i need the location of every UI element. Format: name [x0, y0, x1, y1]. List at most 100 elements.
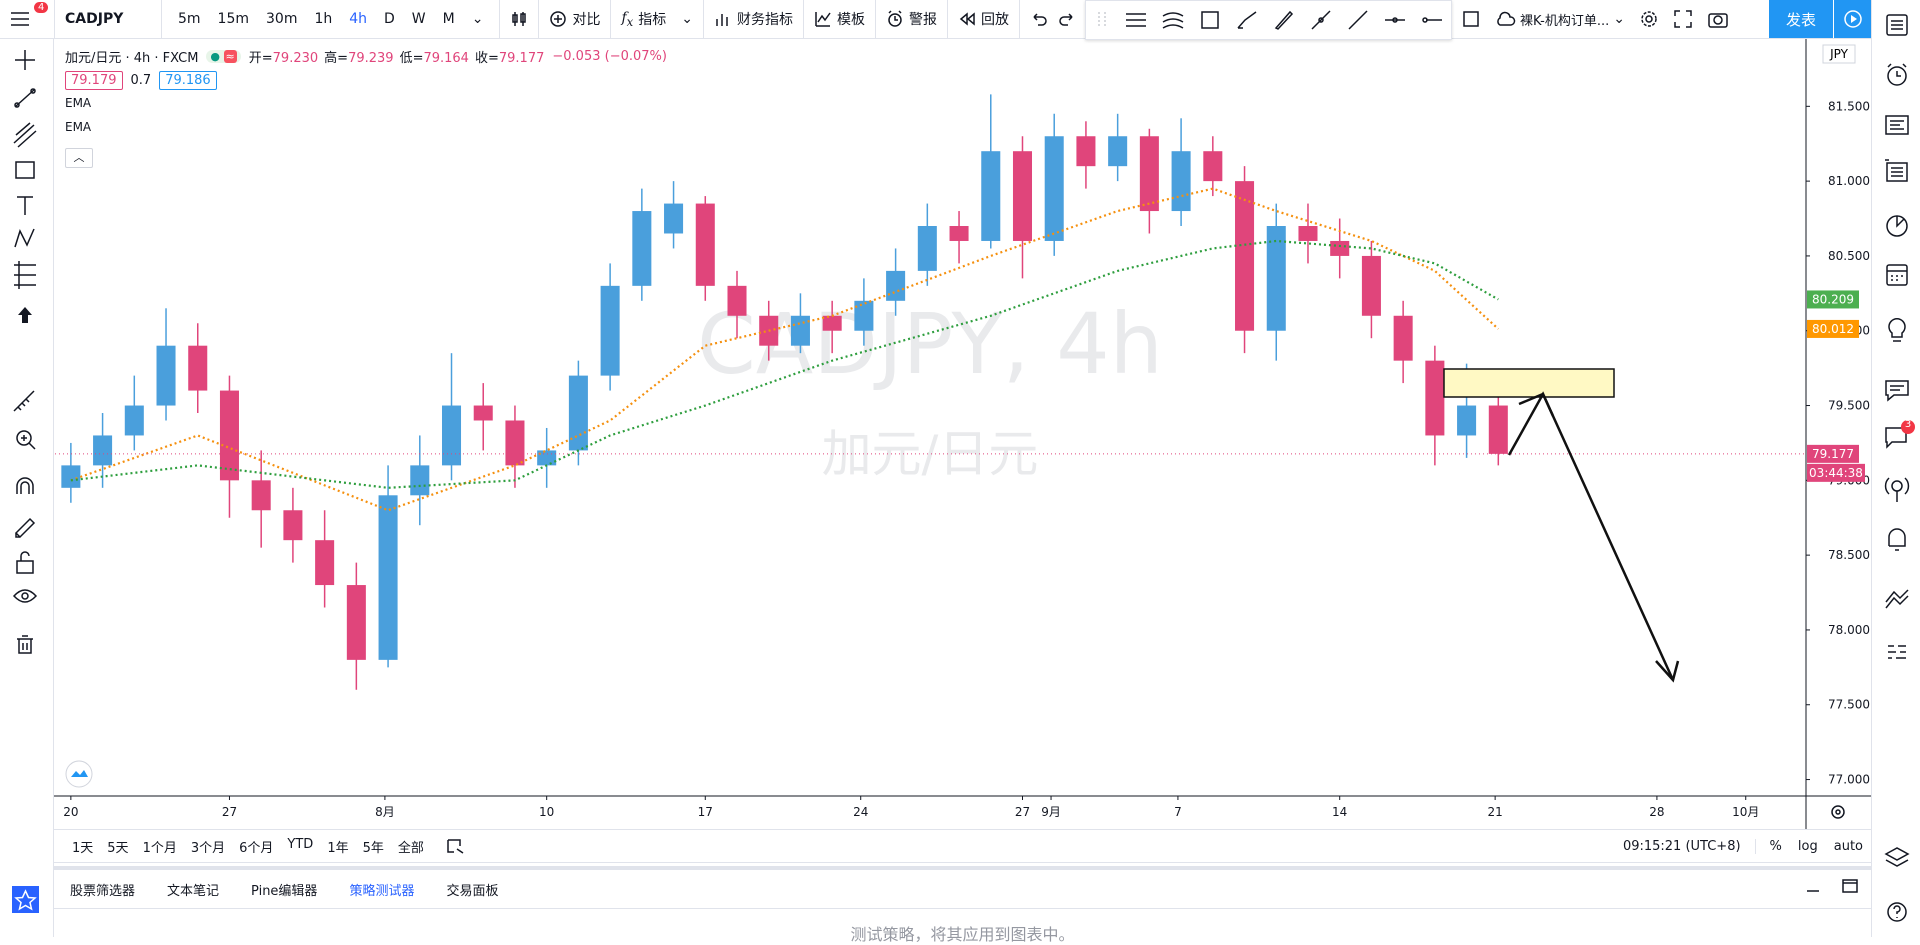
panel-tab[interactable]: 文本笔记 [167, 883, 220, 899]
visibility-tool[interactable] [12, 589, 38, 603]
goto-date[interactable] [445, 837, 465, 855]
fullscreen-button[interactable] [1673, 9, 1693, 29]
pattern-tool[interactable] [14, 228, 35, 248]
watchlist-icon[interactable] [1886, 14, 1908, 36]
drag-handle[interactable] [1093, 8, 1111, 32]
tool-horizontal[interactable] [1383, 8, 1407, 32]
dom-icon[interactable] [1888, 645, 1906, 659]
range[interactable]: 5天 [107, 840, 129, 856]
settings-button[interactable] [1639, 9, 1659, 29]
range[interactable]: 3个月 [190, 840, 226, 856]
zone-rectangle[interactable] [1443, 368, 1615, 398]
scale-option[interactable]: auto [1833, 838, 1863, 854]
draw-lock[interactable] [14, 517, 36, 539]
layers-icon[interactable] [1884, 847, 1910, 867]
trash-tool[interactable] [17, 635, 33, 654]
crosshair-tool[interactable] [15, 50, 35, 70]
replay-button[interactable]: 回放 [948, 0, 1020, 38]
icon-tool[interactable] [18, 307, 32, 323]
tool-trendline[interactable] [1346, 8, 1370, 32]
interval[interactable]: 4h [349, 11, 368, 27]
help-icon[interactable] [1887, 902, 1907, 922]
maximize-panel[interactable] [1841, 878, 1859, 894]
templates-button[interactable]: 模板 [804, 0, 876, 38]
shape-tool[interactable] [15, 161, 35, 179]
interval[interactable]: D [384, 11, 395, 27]
ideas-icon[interactable] [1888, 318, 1906, 342]
panel-tab[interactable]: 策略测试器 [349, 883, 415, 899]
tool-brush[interactable] [1235, 8, 1259, 32]
tool-lines[interactable] [1124, 8, 1148, 32]
ohlc-label: 低= [399, 50, 424, 66]
compare-button[interactable]: 对比 [539, 0, 612, 38]
hotlist-icon[interactable] [1886, 215, 1908, 237]
currency-box[interactable] [1822, 44, 1856, 64]
status-icons[interactable]: ● ≈ [206, 49, 241, 63]
ask[interactable]: 79.186 [159, 70, 217, 90]
data-window-icon[interactable] [1885, 159, 1908, 182]
price-label-bg [1807, 319, 1859, 338]
text-tool[interactable] [17, 196, 33, 215]
arrow-head [1655, 660, 1680, 683]
layout-menu[interactable]: 裸K-机构订单... ⌄ [1494, 10, 1625, 29]
interval[interactable]: 1h [314, 11, 333, 27]
chat-icon[interactable] [1885, 380, 1909, 402]
panel-tab[interactable]: Pine编辑器 [251, 883, 318, 899]
calendar-icon[interactable] [1886, 264, 1908, 286]
snapshot-button[interactable] [1707, 9, 1729, 29]
zoom-tool[interactable] [16, 430, 36, 450]
lock-tool[interactable] [16, 551, 34, 574]
scale-option[interactable]: log [1797, 838, 1818, 854]
menu-button[interactable]: 4 [0, 0, 55, 38]
alert-button[interactable]: 警报 [876, 0, 948, 38]
interval[interactable]: 15m [217, 11, 249, 27]
range[interactable]: 6个月 [239, 840, 274, 856]
indicator: EMA [65, 96, 92, 110]
range[interactable]: 5年 [362, 840, 384, 856]
publish-button[interactable]: 发表 [1769, 0, 1833, 38]
play-button[interactable] [1834, 0, 1871, 38]
undo-redo[interactable] [1020, 0, 1087, 38]
news-icon[interactable] [1885, 115, 1909, 135]
square-tool[interactable] [1462, 10, 1480, 28]
prediction-tool[interactable] [14, 261, 36, 289]
minimize-panel[interactable] [1805, 878, 1821, 894]
tool-channel[interactable] [1161, 8, 1185, 32]
chart-type[interactable] [500, 0, 540, 38]
indicators-button[interactable]: fx 指标 ⌄ [611, 0, 704, 38]
notifications-icon[interactable] [1888, 528, 1906, 551]
range[interactable]: 1个月 [142, 840, 177, 856]
range[interactable]: 全部 [397, 840, 424, 856]
tool-rect[interactable] [1198, 8, 1222, 32]
interval[interactable]: M [442, 11, 455, 27]
panel-tab[interactable]: 交易面板 [446, 883, 499, 899]
tool-pen[interactable] [1272, 8, 1296, 32]
tool-hray[interactable] [1420, 8, 1444, 32]
bid[interactable]: 79.179 [65, 70, 123, 90]
symbol-search[interactable]: CADJPY [55, 0, 162, 38]
clock[interactable]: 09:15:21 (UTC+8) [1622, 838, 1741, 854]
financials-button[interactable]: 财务指标 [704, 0, 804, 38]
interval[interactable]: 30m [266, 11, 298, 27]
interval[interactable]: W [411, 11, 426, 27]
trading-icon[interactable] [1885, 589, 1909, 609]
panel-tab[interactable]: 股票筛选器 [70, 883, 136, 899]
alerts-icon[interactable] [1887, 63, 1907, 86]
scale-option[interactable]: % [1769, 838, 1782, 854]
streams-icon[interactable] [1884, 477, 1910, 502]
range[interactable]: YTD [287, 836, 314, 852]
x-tick-label: 14 [1332, 805, 1347, 819]
magnet-tool[interactable] [16, 477, 34, 494]
ohlc: 开=79.230 高=79.239 低=79.164 收=79.177 [249, 47, 545, 66]
logo[interactable] [65, 760, 93, 788]
tool-ray[interactable] [1309, 8, 1333, 32]
trendline-tool[interactable] [14, 88, 36, 108]
collapse-button[interactable]: ︿ [65, 148, 93, 168]
settings-icon[interactable] [1831, 805, 1845, 819]
measure-tool[interactable] [13, 390, 35, 412]
candle-body [727, 285, 747, 316]
fib-tool[interactable] [13, 122, 37, 148]
range[interactable]: 1年 [327, 840, 349, 856]
range[interactable]: 1天 [72, 840, 94, 856]
interval[interactable]: 5m [178, 11, 201, 27]
